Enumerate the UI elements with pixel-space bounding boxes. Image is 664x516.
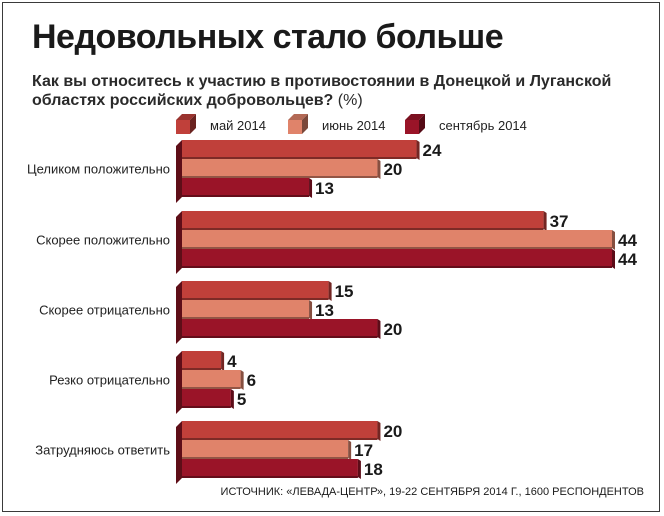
chart-frame	[2, 2, 660, 512]
legend-label-3: сентябрь 2014	[439, 118, 527, 133]
data-label-4-1: 4	[227, 352, 237, 371]
chart-title: Недовольных стало больше	[32, 18, 504, 56]
legend-swatch-3	[405, 114, 425, 134]
bar-5-2	[182, 440, 352, 460]
legend-swatch-1	[176, 114, 196, 134]
bar-3-2	[182, 300, 313, 320]
legend-swatch-2	[288, 114, 308, 134]
bar-1-2	[182, 159, 381, 179]
data-label-5-1: 20	[383, 422, 402, 441]
bar-1-1	[182, 140, 420, 160]
bar-5-1	[182, 421, 381, 441]
bar-3-3	[182, 319, 381, 339]
data-label-5-2: 17	[354, 441, 373, 460]
bar-2-1	[182, 211, 547, 231]
legend-label-2: июнь 2014	[322, 118, 386, 133]
data-label-5-3: 18	[364, 460, 383, 479]
legend-label-1: май 2014	[210, 118, 266, 133]
bar-base-5	[176, 421, 182, 484]
category-label-2: Скорее положительно	[36, 233, 170, 248]
data-label-2-3: 44	[618, 250, 637, 269]
data-label-1-2: 20	[383, 160, 402, 179]
data-label-4-3: 5	[237, 390, 246, 409]
bar-2-3	[182, 249, 615, 269]
bar-2-2	[182, 230, 615, 250]
bar-4-3	[182, 389, 234, 409]
subtitle-text: Как вы относитесь к участию в противосто…	[32, 73, 612, 109]
category-label-3: Скорее отрицательно	[39, 303, 170, 318]
data-label-3-2: 13	[315, 301, 334, 320]
source-note: ИСТОЧНИК: «ЛЕВАДА-ЦЕНТР», 19-22 СЕНТЯБРЯ…	[220, 486, 644, 498]
bar-4-1	[182, 351, 225, 371]
bar-base-2	[176, 211, 182, 274]
data-label-3-3: 20	[383, 320, 402, 339]
data-label-1-3: 13	[315, 179, 334, 198]
chart-subtitle: Как вы относитесь к участию в противосто…	[32, 72, 652, 110]
bar-base-3	[176, 281, 182, 344]
category-label-4: Резко отрицательно	[49, 373, 170, 388]
bar-1-3	[182, 178, 313, 198]
bar-4-2	[182, 370, 244, 390]
data-label-2-1: 37	[550, 212, 569, 231]
bar-base-4	[176, 351, 182, 414]
data-label-3-1: 15	[335, 282, 354, 301]
unit-label: (%)	[337, 92, 363, 109]
data-label-4-2: 6	[247, 371, 256, 390]
category-label-5: Затрудняюсь ответить	[35, 443, 170, 458]
bar-5-3	[182, 459, 361, 479]
data-label-1-1: 24	[423, 141, 442, 160]
bar-base-1	[176, 140, 182, 203]
bar-3-1	[182, 281, 332, 301]
category-label-1: Целиком положительно	[27, 162, 170, 177]
data-label-2-2: 44	[618, 231, 637, 250]
